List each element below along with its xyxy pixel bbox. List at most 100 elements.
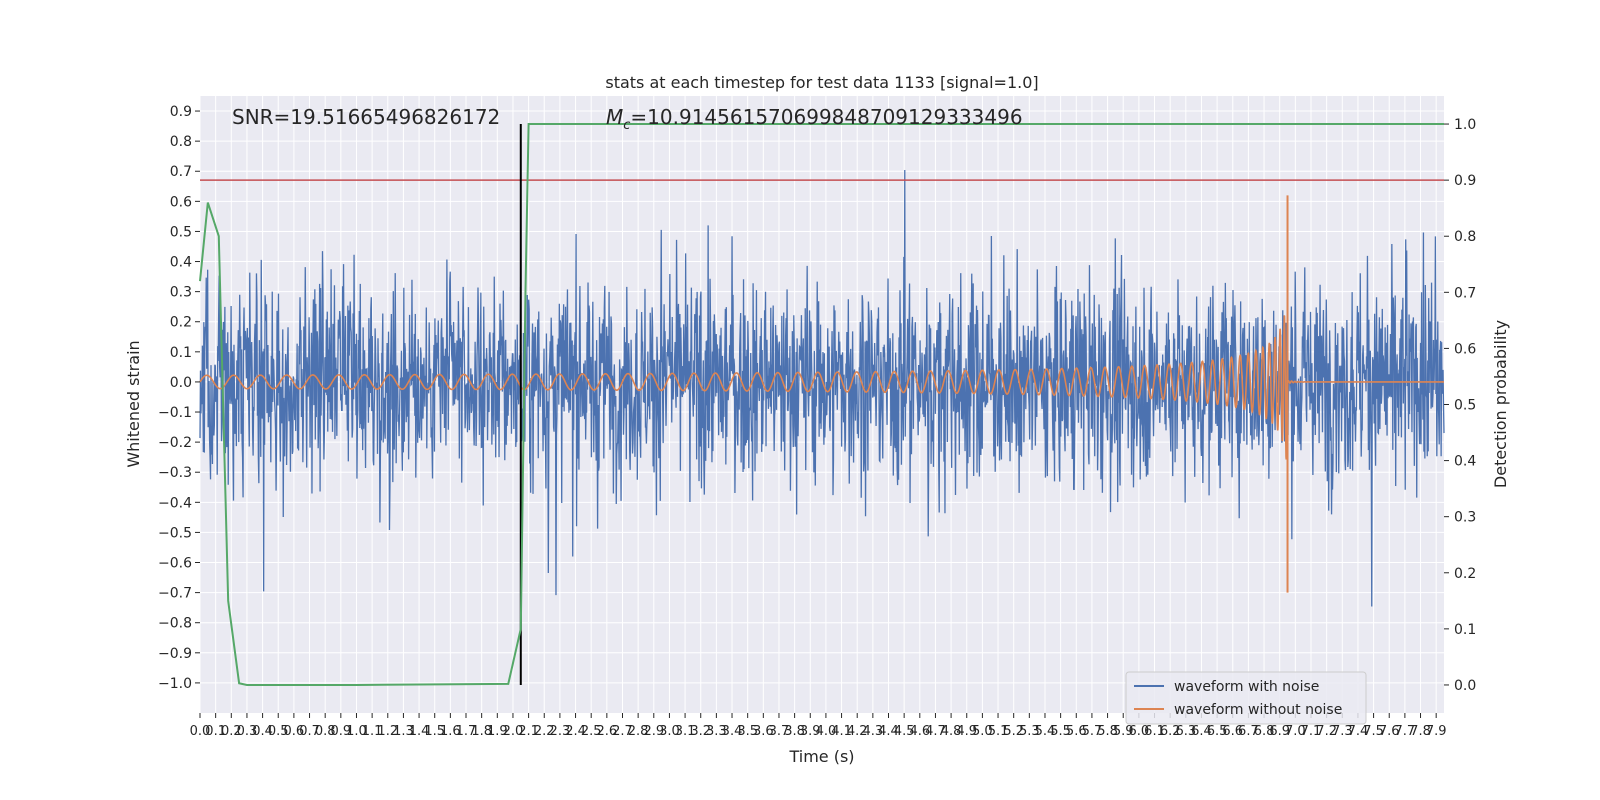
x-tick-label: 7.1 <box>1301 724 1322 739</box>
x-tick-label: 1.5 <box>424 724 445 739</box>
x-tick-label: 3.7 <box>769 724 790 739</box>
y2-tick-label: 0.4 <box>1454 454 1476 470</box>
x-tick-label: 1.9 <box>487 724 508 739</box>
x-tick-label: 6.1 <box>1144 724 1165 739</box>
x-tick-label: 3.5 <box>737 724 758 739</box>
series-waveform-without-noise <box>199 195 1444 593</box>
y-tick-label: 0.8 <box>170 134 192 150</box>
y-axis-label: Whitened strain <box>124 340 143 467</box>
x-tick-label: 2.0 <box>503 724 524 739</box>
x-tick-label: 7.4 <box>1348 724 1369 739</box>
detection-probability-line <box>199 123 1444 686</box>
x-tick-label: 4.0 <box>816 724 837 739</box>
y2-tick-label: 0.7 <box>1454 285 1476 301</box>
series-waveform-with-noise <box>199 170 1445 607</box>
x-tick-label: 2.9 <box>643 724 664 739</box>
chart-title: stats at each timestep for test data 113… <box>605 73 1038 92</box>
x-tick-label: 7.8 <box>1410 724 1431 739</box>
x-tick-label: 0.4 <box>252 724 273 739</box>
x-tick-label: 0.9 <box>330 724 351 739</box>
x-axis-ticks: 0.00.10.20.30.40.50.60.70.80.91.01.11.21… <box>190 713 1447 739</box>
x-tick-label: 5.3 <box>1019 724 1040 739</box>
y-tick-label: 0.4 <box>170 255 192 271</box>
y2-tick-label: 0.9 <box>1454 173 1476 189</box>
x-tick-label: 1.1 <box>362 724 383 739</box>
snr-annotation: SNR=19.51665496826172 <box>232 105 500 129</box>
x-tick-label: 6.5 <box>1207 724 1228 739</box>
x-tick-label: 5.0 <box>972 724 993 739</box>
x-tick-label: 0.8 <box>315 724 336 739</box>
y2-tick-label: 0.8 <box>1454 229 1476 245</box>
x-tick-label: 4.3 <box>863 724 884 739</box>
x-tick-label: 7.7 <box>1395 724 1416 739</box>
x-tick-label: 0.6 <box>284 724 305 739</box>
x-tick-label: 4.9 <box>956 724 977 739</box>
y-tick-label: −0.9 <box>158 646 192 662</box>
x-tick-label: 2.6 <box>596 724 617 739</box>
x-tick-label: 2.2 <box>534 724 555 739</box>
legend-label-with-noise: waveform with noise <box>1174 679 1319 695</box>
x-tick-label: 3.9 <box>800 724 821 739</box>
overlay-lines <box>199 123 1444 686</box>
y2-tick-label: 0.2 <box>1454 566 1476 582</box>
y-tick-label: −0.1 <box>158 405 192 421</box>
x-tick-label: 2.1 <box>518 724 539 739</box>
x-tick-label: 3.2 <box>690 724 711 739</box>
x-tick-label: 3.8 <box>784 724 805 739</box>
y-tick-label: −0.5 <box>158 525 192 541</box>
x-tick-label: 6.8 <box>1254 724 1275 739</box>
x-tick-label: 6.6 <box>1222 724 1243 739</box>
y2-tick-label: 1.0 <box>1454 117 1476 133</box>
y-tick-label: 0.9 <box>170 104 192 120</box>
x-tick-label: 2.3 <box>550 724 571 739</box>
chirp-mass-symbol: M <box>606 105 623 129</box>
y2-axis-ticks: 1.0 0.9 0.8 0.7 0.6 0.5 0.4 0.3 0.2 0.1 0.0 <box>1444 117 1476 694</box>
chirp-mass-subscript: c <box>623 118 630 133</box>
y2-tick-label: 0.6 <box>1454 341 1476 357</box>
x-tick-label: 4.1 <box>831 724 852 739</box>
x-tick-label: 6.9 <box>1269 724 1290 739</box>
x-tick-label: 7.5 <box>1363 724 1384 739</box>
y2-tick-label: 0.3 <box>1454 510 1476 526</box>
x-tick-label: 4.7 <box>925 724 946 739</box>
x-axis-label: Time (s) <box>788 747 854 766</box>
x-tick-label: 4.4 <box>878 724 899 739</box>
x-tick-label: 1.7 <box>456 724 477 739</box>
legend-box <box>1125 671 1367 725</box>
waveform-without-noise-line <box>199 298 1444 460</box>
x-tick-label: 7.6 <box>1379 724 1400 739</box>
legend-label-without-noise: waveform without noise <box>1174 702 1342 718</box>
y-tick-label: −0.6 <box>158 556 192 572</box>
x-tick-label: 0.7 <box>299 724 320 739</box>
x-tick-label: 6.2 <box>1160 724 1181 739</box>
x-tick-label: 5.9 <box>1113 724 1134 739</box>
legend: waveform with noise waveform without noi… <box>1125 671 1367 725</box>
y-tick-label: 0.2 <box>170 315 192 331</box>
x-tick-label: 2.5 <box>581 724 602 739</box>
y-tick-label: −0.3 <box>158 465 192 481</box>
x-tick-label: 6.7 <box>1238 724 1259 739</box>
x-tick-label: 6.4 <box>1191 724 1212 739</box>
x-tick-label: 2.4 <box>565 724 586 739</box>
x-tick-label: 5.2 <box>1003 724 1024 739</box>
x-tick-label: 1.6 <box>440 724 461 739</box>
x-tick-label: 6.0 <box>1129 724 1150 739</box>
x-tick-label: 1.2 <box>377 724 398 739</box>
x-tick-label: 4.8 <box>941 724 962 739</box>
x-tick-label: 1.8 <box>471 724 492 739</box>
y-tick-label: −1.0 <box>158 676 192 692</box>
x-tick-label: 5.4 <box>1035 724 1056 739</box>
y-tick-label: 0.0 <box>170 375 192 391</box>
x-tick-label: 1.0 <box>346 724 367 739</box>
x-tick-label: 7.3 <box>1332 724 1353 739</box>
y-tick-label: 0.3 <box>170 285 192 301</box>
x-tick-label: 5.6 <box>1066 724 1087 739</box>
y-axis-ticks: 0.9 0.8 0.7 0.6 0.5 0.4 0.3 0.2 0.1 0.0 −0.1 −0.2 −0… <box>158 104 200 692</box>
y2-tick-label: 0.0 <box>1454 678 1476 694</box>
x-tick-label: 2.8 <box>628 724 649 739</box>
waveform-with-noise-line <box>199 170 1445 607</box>
x-tick-label: 5.8 <box>1097 724 1118 739</box>
x-tick-label: 0.1 <box>205 724 226 739</box>
x-tick-label: 0.3 <box>237 724 258 739</box>
